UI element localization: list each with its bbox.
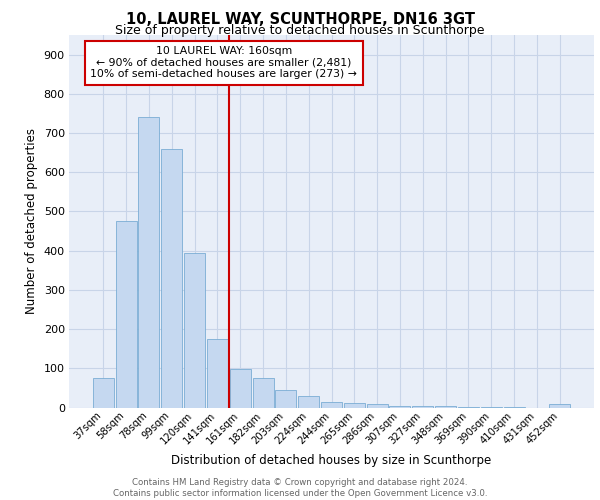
Bar <box>230 369 251 408</box>
Bar <box>435 406 456 408</box>
Bar <box>139 116 160 408</box>
Bar <box>93 378 114 408</box>
Bar <box>458 406 479 408</box>
Bar <box>207 339 228 407</box>
Bar <box>161 148 182 408</box>
X-axis label: Distribution of detached houses by size in Scunthorpe: Distribution of detached houses by size … <box>172 454 491 467</box>
Text: Contains HM Land Registry data © Crown copyright and database right 2024.
Contai: Contains HM Land Registry data © Crown c… <box>113 478 487 498</box>
Bar <box>253 378 274 408</box>
Text: 10, LAUREL WAY, SCUNTHORPE, DN16 3GT: 10, LAUREL WAY, SCUNTHORPE, DN16 3GT <box>125 12 475 28</box>
Bar <box>412 406 433 407</box>
Bar <box>184 254 205 408</box>
Y-axis label: Number of detached properties: Number of detached properties <box>25 128 38 314</box>
Bar <box>389 406 410 407</box>
Bar <box>549 404 570 407</box>
Text: 10 LAUREL WAY: 160sqm
← 90% of detached houses are smaller (2,481)
10% of semi-d: 10 LAUREL WAY: 160sqm ← 90% of detached … <box>91 46 358 80</box>
Text: Size of property relative to detached houses in Scunthorpe: Size of property relative to detached ho… <box>115 24 485 37</box>
Bar <box>344 403 365 407</box>
Bar <box>116 221 137 408</box>
Bar <box>275 390 296 407</box>
Bar <box>367 404 388 407</box>
Bar <box>321 402 342 407</box>
Bar <box>298 396 319 407</box>
